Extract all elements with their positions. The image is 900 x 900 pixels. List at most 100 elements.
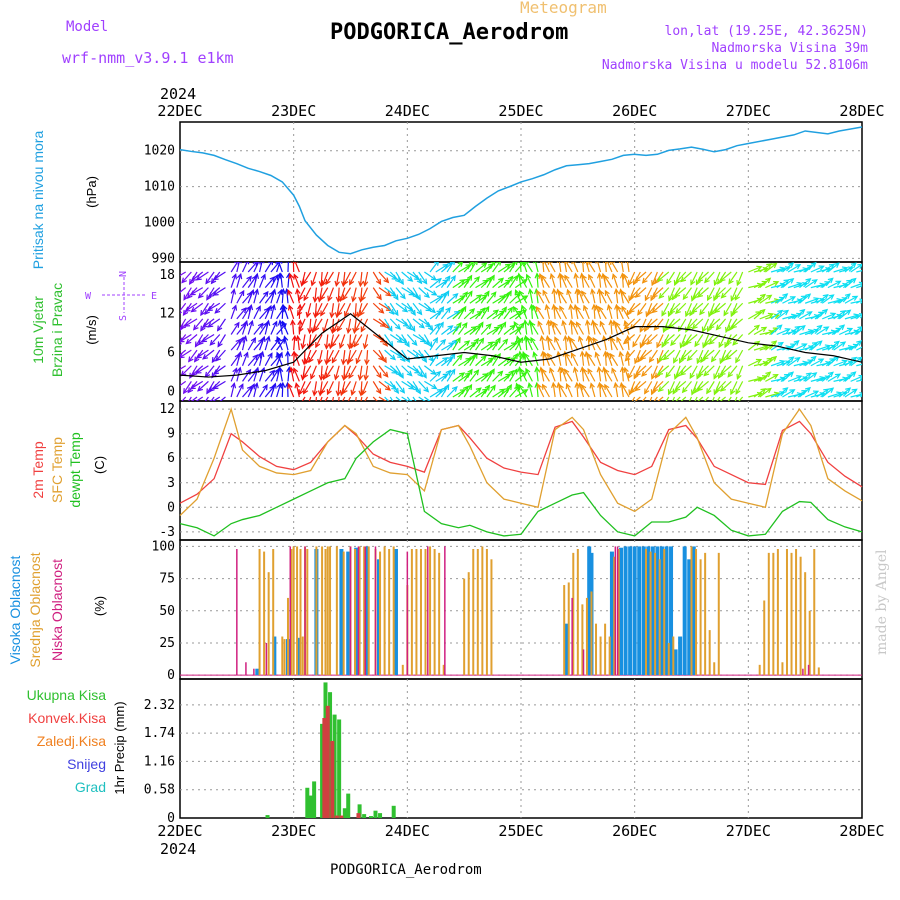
- wind-arrow-head: [361, 389, 367, 396]
- wind-arrow-head: [184, 306, 191, 312]
- wind-arrow: [586, 353, 596, 367]
- cloud-bar-1: [613, 556, 616, 676]
- wind-arrow-head: [856, 356, 862, 363]
- wind-arrow: [529, 320, 533, 335]
- model-name: wrf-nmm_v3.9.1 e1km: [62, 49, 234, 67]
- wind-arrow-head: [603, 274, 610, 281]
- wind-arrow-head: [827, 277, 834, 284]
- wind-arrow-head: [685, 338, 692, 345]
- wind-arrow-head: [197, 385, 204, 392]
- wind-arrow: [734, 396, 738, 401]
- wind-arrow: [281, 289, 284, 304]
- wind-arrow: [241, 320, 248, 335]
- wind-arrow: [322, 271, 329, 286]
- wind-arrow: [621, 384, 630, 398]
- wind-arrow: [759, 357, 772, 367]
- wind-arrow: [548, 262, 556, 273]
- wind-arrow: [844, 356, 857, 367]
- wind-arrow-head: [262, 384, 268, 391]
- wind-arrow: [330, 303, 335, 318]
- wind-arrow: [217, 318, 226, 331]
- wind-arrow: [730, 287, 738, 301]
- wind-arrow-head: [456, 353, 463, 361]
- wind-arrow: [566, 383, 573, 398]
- bottom-date-label: 24DEC: [385, 822, 430, 840]
- wind-arrow-head: [295, 334, 301, 342]
- wind-arrow: [541, 336, 545, 351]
- cloud-bar-1: [281, 636, 284, 676]
- wind-arrow-head: [430, 275, 438, 281]
- wind-arrow: [180, 333, 192, 343]
- wind-arrow-head: [799, 325, 806, 331]
- cloud-bar-1: [817, 667, 820, 676]
- wind-arrow-head: [202, 353, 209, 360]
- cloud-bar-1: [604, 623, 607, 676]
- precip-legend-0: Ukupna Kisa: [27, 687, 107, 703]
- temperature-line-2: [179, 428, 863, 537]
- wind-arrow: [600, 383, 607, 398]
- wind-arrow: [557, 351, 562, 366]
- wind-arrow-head: [628, 279, 634, 286]
- wind-arrow-head: [634, 292, 641, 298]
- precip-bar-0: [332, 714, 337, 818]
- wind-arrow-head: [842, 282, 849, 289]
- cloud-bar-1: [299, 549, 302, 676]
- wind-arrow-head: [231, 304, 238, 311]
- cloud-bar-2: [304, 546, 306, 676]
- wind-arrow: [463, 308, 475, 320]
- wind-arrow: [429, 389, 443, 398]
- cloud-bar-1: [326, 546, 329, 676]
- wind-arrow-head: [273, 274, 279, 281]
- wind-arrow: [446, 275, 456, 288]
- wind-arrow-head: [208, 291, 215, 298]
- wind-arrow: [550, 320, 556, 335]
- wind-arrow-head: [713, 307, 720, 314]
- wind-arrow: [564, 336, 568, 351]
- wind-arrow-head: [230, 288, 237, 295]
- cloud-bar-2: [616, 546, 619, 676]
- wind-arrow-head: [340, 359, 347, 366]
- wind-arrow-head: [541, 383, 548, 390]
- wind-arrow-head: [621, 383, 627, 390]
- wind-arrow: [333, 318, 340, 333]
- wind-arrow: [782, 330, 797, 336]
- wind-arrow: [290, 367, 295, 382]
- wind-arrow-head: [217, 341, 223, 348]
- wind-arrow: [753, 388, 766, 398]
- wind-arrow-head: [686, 355, 693, 362]
- wind-arrow-head: [601, 335, 608, 342]
- cloud-bar-2: [245, 662, 247, 676]
- wind-arrow-head: [690, 279, 696, 286]
- wind-arrow: [661, 302, 670, 316]
- wind-arrow: [298, 287, 306, 301]
- wind-arrow-head: [789, 296, 797, 302]
- cloud-bar-1: [713, 662, 716, 676]
- wind-arrow-head: [592, 336, 598, 344]
- wind-arrow-head: [192, 324, 199, 331]
- wind-arrow: [713, 365, 721, 379]
- wind-arrow: [469, 353, 478, 367]
- wind-arrow: [180, 380, 187, 387]
- wind-arrow: [441, 356, 454, 367]
- wind-arrow: [833, 283, 848, 289]
- wind-arrow-head: [805, 278, 812, 284]
- wind-arrow: [586, 320, 590, 335]
- wind-arrow-head: [852, 295, 859, 301]
- temperature-tick-label: 9: [167, 427, 175, 442]
- wind-arrow: [514, 279, 528, 289]
- wind-arrow-head: [416, 278, 423, 285]
- wind-arrow: [475, 322, 484, 335]
- wind-arrow: [441, 342, 454, 351]
- wind-arrow-head: [718, 341, 724, 349]
- bottom-date-label: 23DEC: [271, 822, 316, 840]
- wind-arrow: [519, 262, 522, 273]
- wind-arrow: [590, 383, 596, 398]
- pressure-ylabel: Pritisak na nivou mora: [30, 131, 46, 270]
- wind-arrow-head: [272, 320, 278, 327]
- wind-arrow: [680, 334, 687, 348]
- wind-arrow: [401, 334, 410, 347]
- wind-arrow: [435, 264, 448, 273]
- wind-arrow: [458, 358, 471, 367]
- wind-arrow: [559, 273, 562, 288]
- wind-arrow: [753, 326, 767, 336]
